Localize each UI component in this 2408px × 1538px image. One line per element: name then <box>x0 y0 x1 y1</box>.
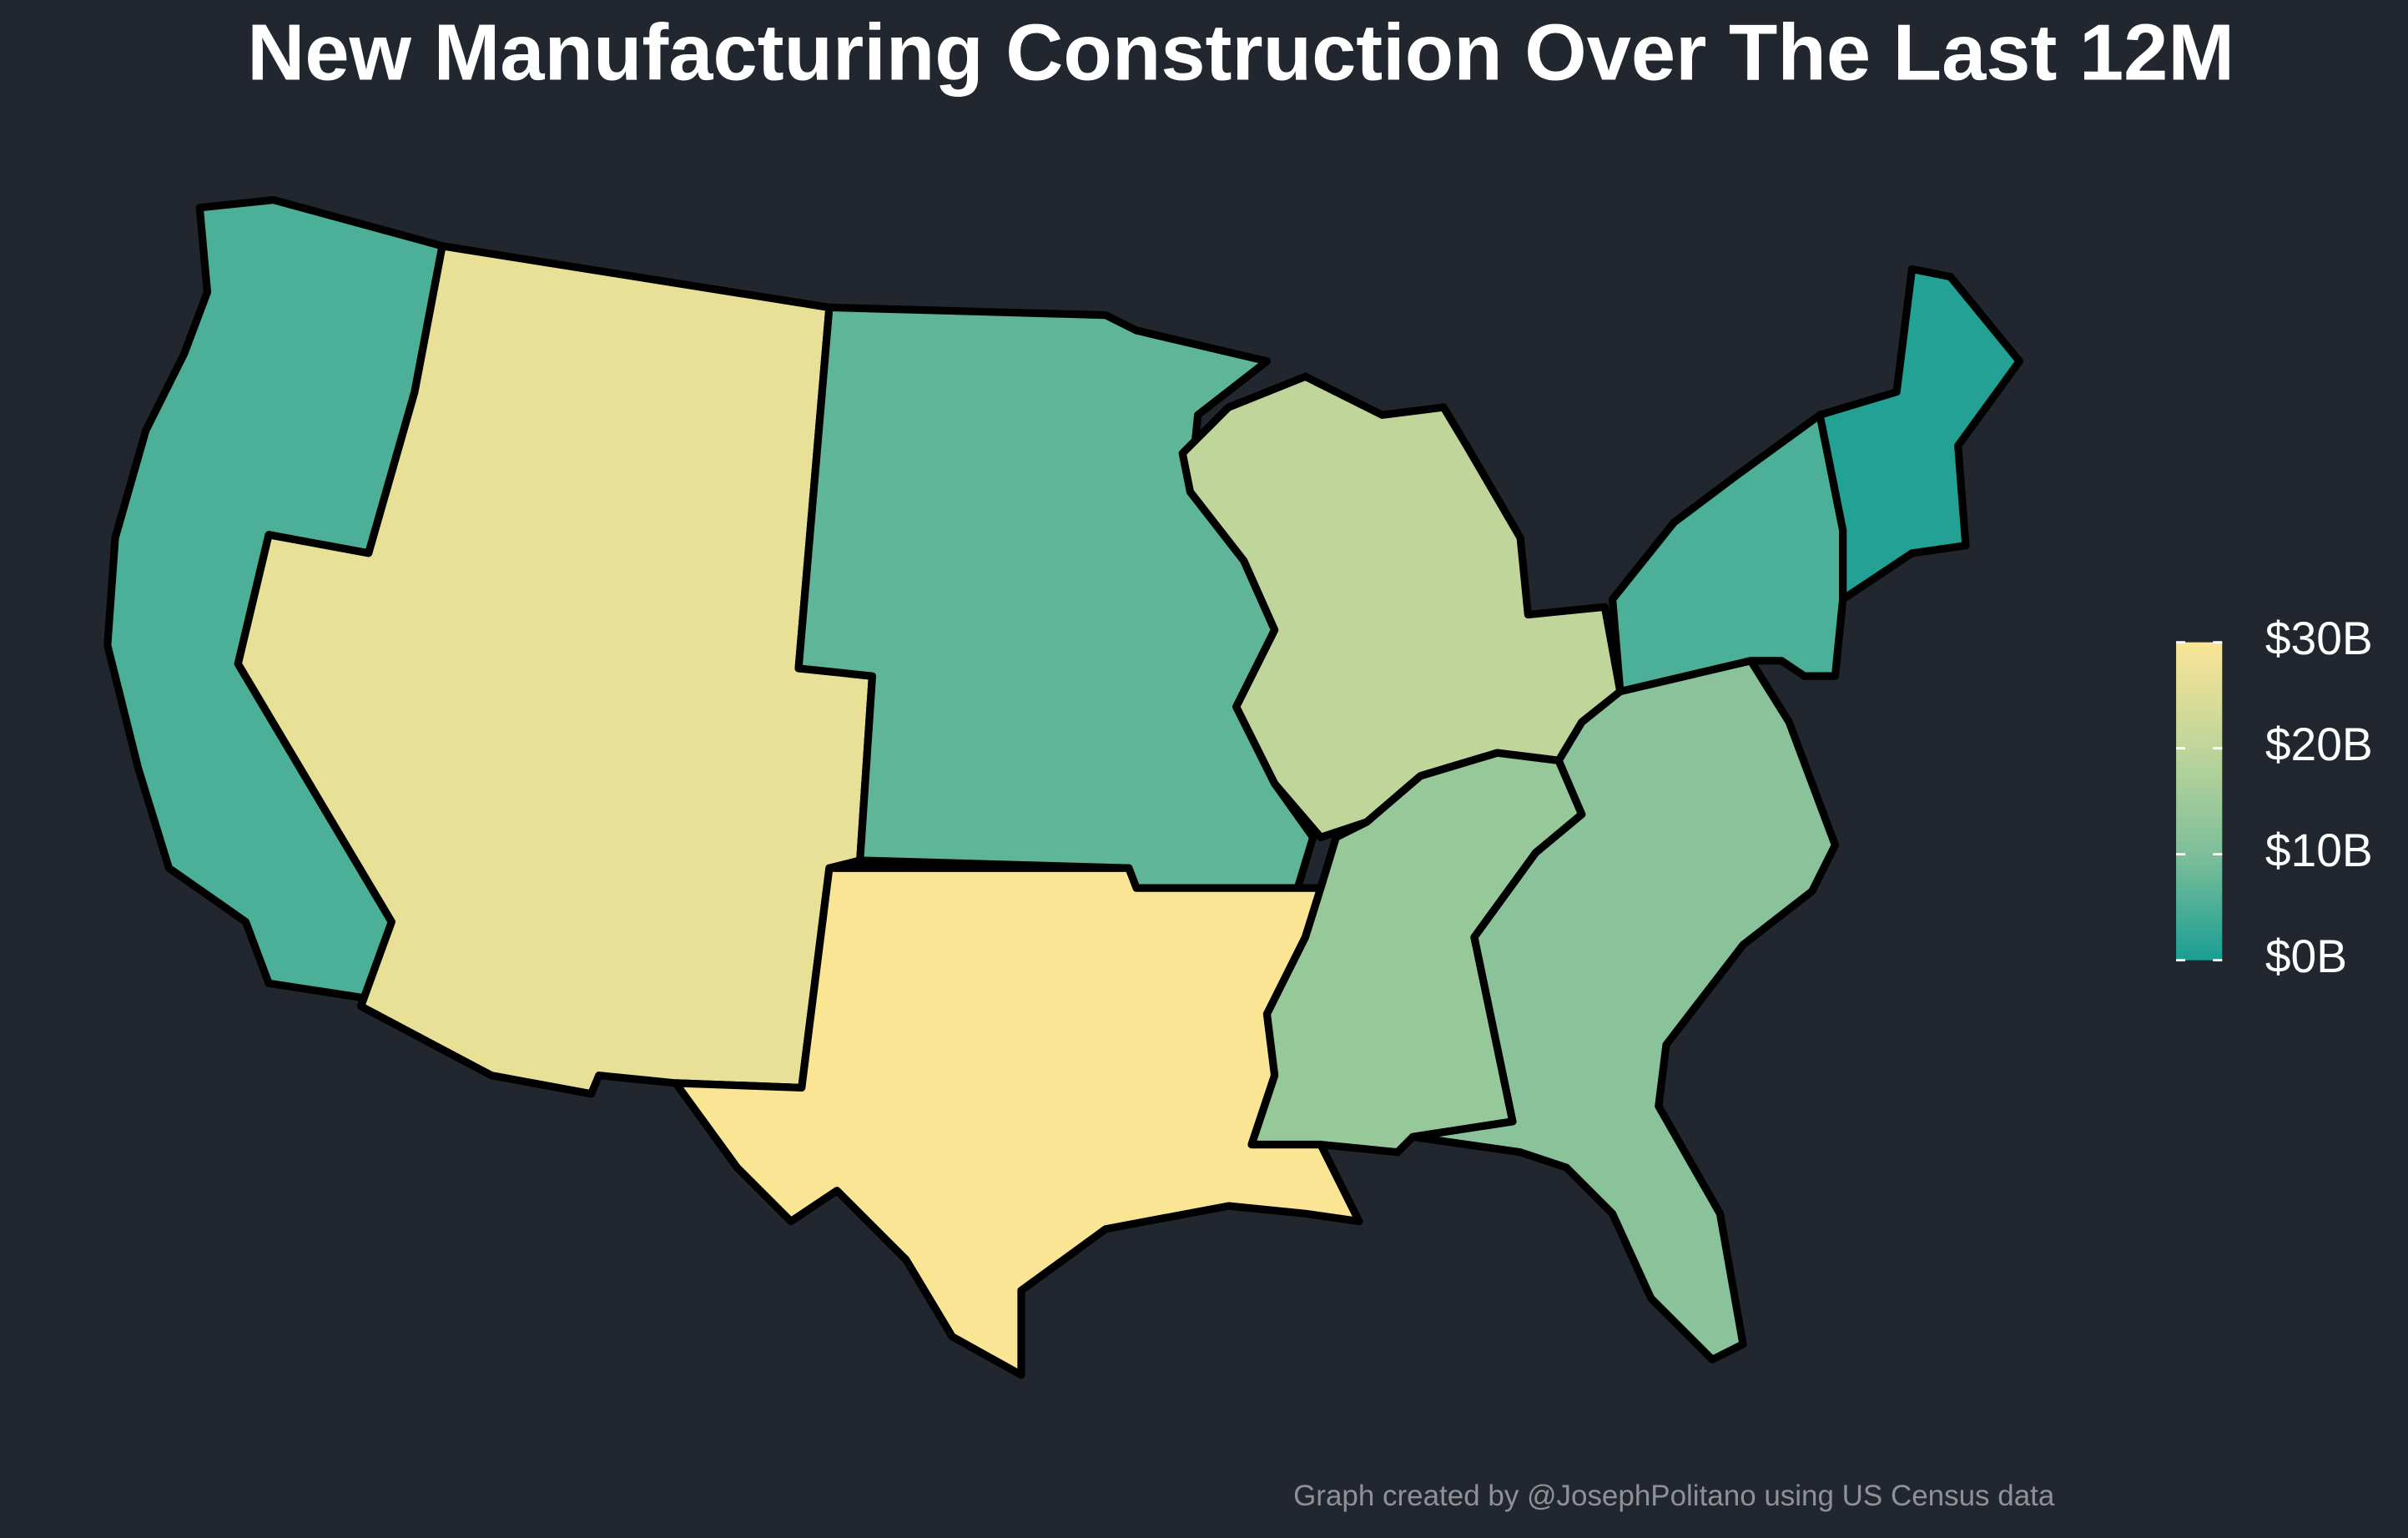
legend-label: $10B <box>2265 824 2373 876</box>
legend-label: $20B <box>2265 719 2373 770</box>
legend-label: $0B <box>2265 930 2347 982</box>
region <box>1816 265 2023 603</box>
legend-label: $30B <box>2265 613 2373 664</box>
caption: Graph created by @JosephPolitano using U… <box>1293 1480 2055 1512</box>
colorbar <box>2176 642 2223 961</box>
region <box>1608 411 1847 696</box>
region <box>1408 657 1840 1364</box>
map-title: New Manufacturing Construction Over The … <box>247 8 2234 98</box>
